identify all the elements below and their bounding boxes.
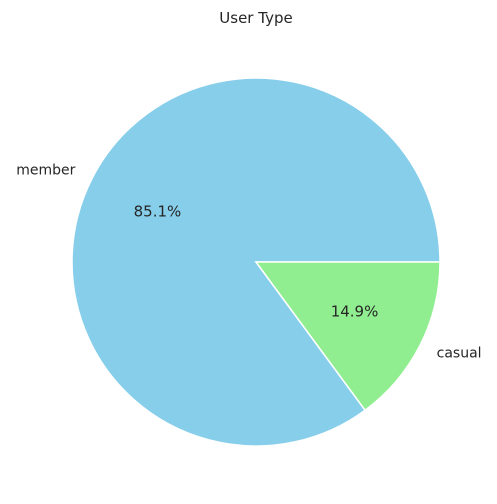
chart-title: User Type <box>219 9 292 27</box>
slice-label-member: member <box>16 163 75 179</box>
pie-labels: member 85.1% casual 14.9% <box>16 163 481 362</box>
pie-slices <box>71 77 441 447</box>
percent-label-casual: 14.9% <box>331 302 379 320</box>
percent-label-member: 85.1% <box>134 203 182 221</box>
pie-slice-casual <box>254 261 441 412</box>
slice-label-casual: casual <box>437 345 482 361</box>
